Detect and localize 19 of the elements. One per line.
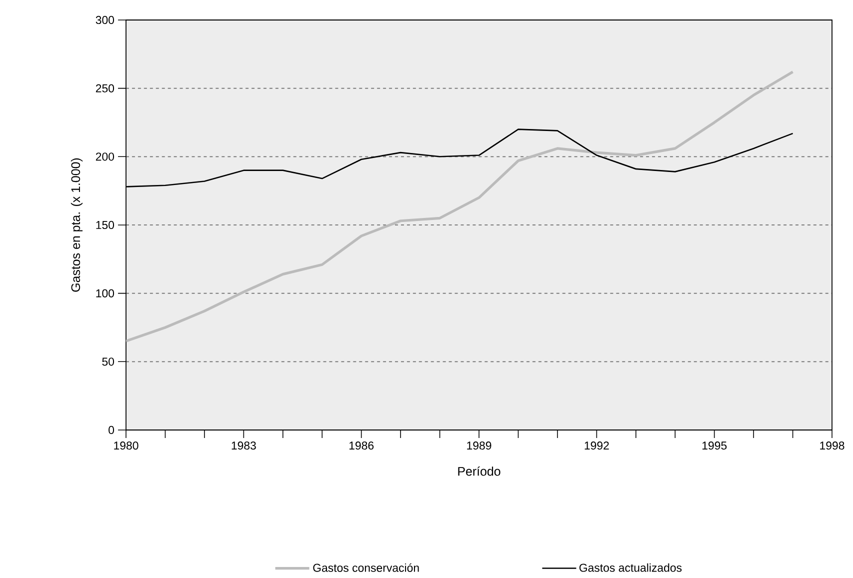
y-tick-label: 250 [96, 84, 114, 92]
y-tick-label: 300 [96, 16, 114, 24]
y-tick-label: 0 [108, 426, 114, 434]
line-series [126, 70, 794, 342]
x-tick-label: 1986 [349, 442, 374, 450]
x-tick-label: 1983 [232, 442, 256, 450]
legend-label: Gastos conservación [313, 563, 419, 572]
x-axis-title: Período [458, 466, 500, 476]
y-tick-label: 50 [102, 358, 114, 366]
x-tick-label: 1998 [820, 442, 844, 450]
legend-label: Gastos actualizados [579, 563, 682, 572]
x-tick-label: 1980 [114, 442, 138, 450]
y-tick-label: 150 [96, 220, 114, 230]
x-tick-label: 1989 [467, 442, 492, 450]
y-tick-label: 100 [96, 289, 114, 298]
x-tick-label: 1992 [584, 442, 609, 450]
y-axis-title: Gastos en pta. (x 1.000) [70, 158, 83, 292]
y-tick-label: 200 [96, 152, 114, 161]
x-tick-label: 1995 [702, 442, 727, 450]
